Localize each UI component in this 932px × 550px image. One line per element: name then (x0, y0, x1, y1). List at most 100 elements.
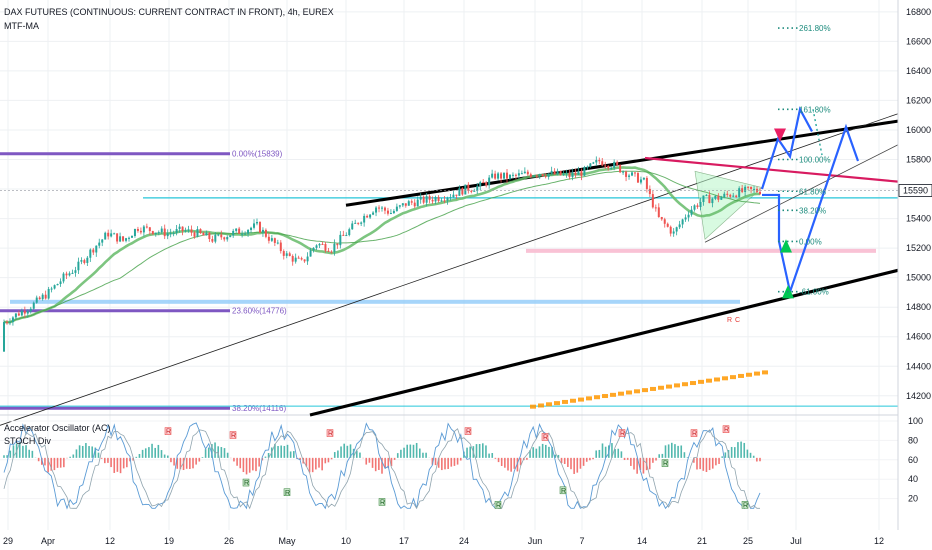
candle-body (235, 228, 238, 231)
candle-body (604, 165, 607, 167)
candle-body (550, 170, 553, 174)
ac-histogram-bar (44, 457, 46, 466)
candle-body (738, 188, 741, 198)
candle-body (514, 174, 517, 176)
ac-histogram-bar (743, 442, 746, 458)
candle-body (107, 232, 110, 237)
bull-div-badge-label: R (380, 499, 385, 506)
candle-body (744, 186, 747, 192)
ac-histogram-bar (289, 451, 292, 458)
candle-body (506, 172, 509, 179)
candle-body (434, 197, 437, 202)
projection-arrows[interactable] (760, 106, 860, 299)
candle-body (229, 235, 232, 238)
candle-body (419, 196, 422, 200)
horizontal-levels: 0.00%(15839) 23.60%(14776) 38.20%(14116) (0, 150, 898, 413)
candle-body (193, 232, 196, 237)
orange-bar (578, 397, 584, 402)
candle-body (273, 238, 276, 243)
ac-histogram-bar (469, 446, 471, 458)
ac-histogram-bar (702, 457, 705, 471)
ac-histogram-bar (293, 451, 295, 458)
bear-div-badge-label: R (466, 429, 471, 436)
ac-histogram-bar (422, 452, 424, 458)
candle-body (610, 167, 613, 169)
oscillator-pane: R R R R R R R R R R R R R R R (0, 420, 898, 510)
ac-histogram-bar (708, 457, 711, 471)
candle-body (461, 188, 464, 195)
ac-histogram-bar (340, 446, 342, 458)
time-tick-label: 25 (743, 536, 753, 546)
candle-body (666, 223, 669, 227)
orange-bar (650, 386, 656, 391)
ac-histogram-bar (513, 457, 516, 469)
osc-tick-label: 40 (908, 474, 918, 484)
candle-body (89, 249, 92, 258)
ac-histogram-bar (207, 447, 210, 458)
candle-body (648, 188, 651, 195)
candle-body (258, 222, 261, 233)
candle-body (458, 188, 461, 196)
ac-histogram-bar (425, 452, 427, 458)
ac-histogram-bar (671, 442, 673, 458)
candle-body (636, 173, 639, 183)
candle-body (148, 227, 151, 232)
ac-histogram-bar (9, 450, 12, 458)
candle-body (714, 195, 717, 199)
ac-histogram-bar (148, 447, 150, 458)
candle-body (571, 172, 574, 178)
candle-body (690, 209, 693, 215)
ac-histogram-bar (195, 457, 197, 465)
candle-body (241, 233, 244, 235)
candle-body (154, 232, 157, 235)
bear-div-badge-label: R (724, 427, 729, 434)
candle-body (684, 217, 687, 220)
ac-histogram-bar (611, 443, 613, 458)
price-tick-label: 14800 (906, 302, 931, 312)
candle-body (184, 230, 187, 232)
purple-level-label: 38.20%(14116) (232, 404, 286, 413)
ac-histogram-bar (189, 457, 191, 469)
ac-histogram-bar (321, 457, 323, 471)
ac-histogram-bar (368, 457, 371, 463)
candle-body (476, 186, 479, 191)
candle-body (681, 219, 684, 225)
moving-average-slow (3, 170, 761, 323)
ac-histogram-bar (283, 445, 286, 458)
candle-body (306, 256, 309, 262)
candle-body (339, 234, 342, 246)
candle-body (553, 170, 556, 175)
ac-histogram-bar (81, 445, 84, 458)
ac-histogram-bar (53, 457, 56, 471)
ac-histogram-bar (167, 455, 169, 458)
candle-body (110, 233, 113, 237)
ac-histogram-bar (711, 457, 714, 469)
ac-histogram-bar (6, 455, 8, 458)
long-trend-line (0, 113, 899, 426)
candle-body (556, 170, 559, 175)
candle-body (71, 272, 74, 274)
candle-body (244, 233, 247, 235)
ac-histogram-bar (639, 457, 642, 470)
trend-lines (0, 113, 899, 426)
ac-histogram-bar (277, 446, 279, 458)
candle-body (297, 257, 300, 259)
ac-histogram-bar (25, 445, 27, 458)
candle-body (220, 234, 223, 238)
ac-histogram-bar (315, 457, 317, 470)
time-tick-label: Jun (528, 536, 543, 546)
candle-body (717, 195, 720, 200)
candle-body (586, 166, 589, 168)
candle-body (583, 167, 586, 176)
candle-body (17, 313, 20, 316)
ac-histogram-bar (378, 457, 380, 470)
candle-body (538, 174, 541, 177)
candle-body (336, 243, 339, 246)
extra-label: C (735, 317, 740, 324)
price-tick-label: 15400 (906, 214, 931, 224)
ac-histogram-bar (488, 453, 490, 458)
candle-body (44, 294, 47, 299)
ac-histogram-bar (582, 457, 585, 466)
